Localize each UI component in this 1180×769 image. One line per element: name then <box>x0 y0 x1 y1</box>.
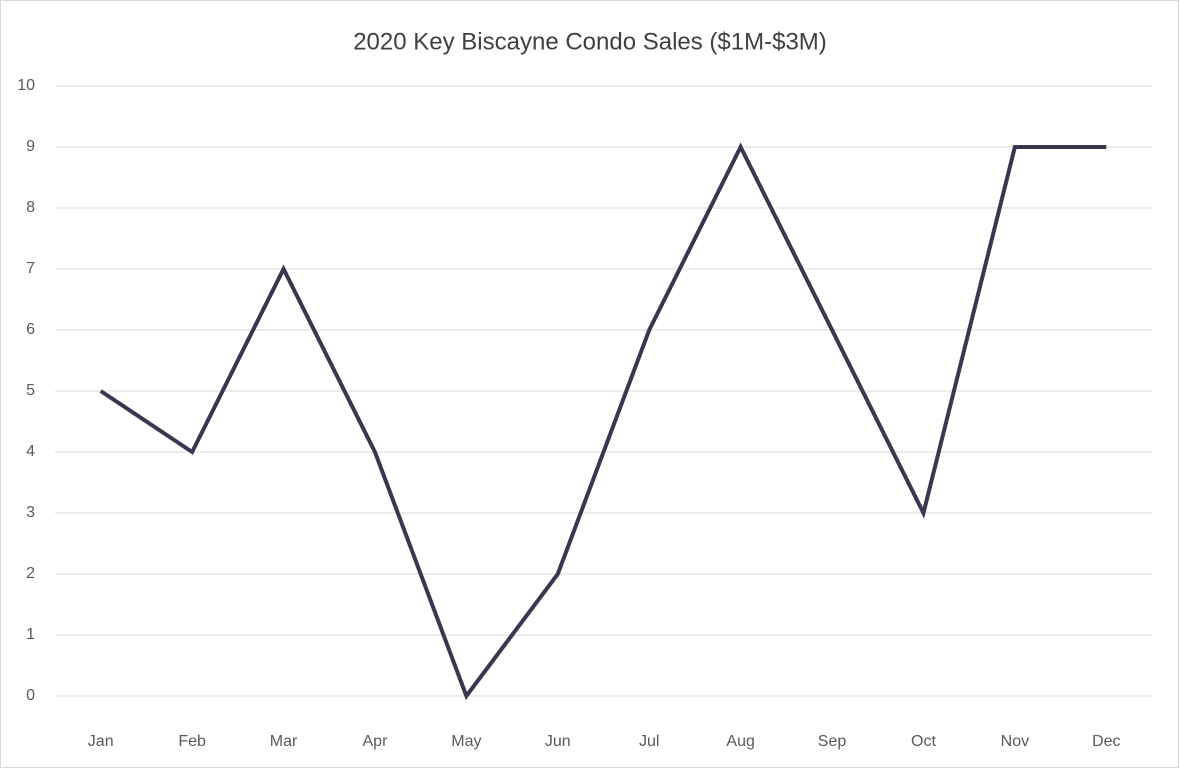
x-tick-label: Aug <box>726 733 754 750</box>
y-tick-label: 8 <box>26 199 35 216</box>
x-tick-label: Dec <box>1092 733 1120 750</box>
x-tick-label: Sep <box>818 733 847 750</box>
x-tick-label: Mar <box>270 733 298 750</box>
x-tick-label: Feb <box>178 733 206 750</box>
y-tick-label: 0 <box>26 687 35 704</box>
chart-title: 2020 Key Biscayne Condo Sales ($1M-$3M) <box>353 28 827 55</box>
x-tick-label: Jan <box>88 733 114 750</box>
y-tick-label: 5 <box>26 382 35 399</box>
y-tick-label: 9 <box>26 138 35 155</box>
x-tick-label: Apr <box>363 733 389 750</box>
y-tick-label: 6 <box>26 321 35 338</box>
x-tick-label: May <box>451 733 481 750</box>
y-tick-label: 2 <box>26 565 35 582</box>
x-tick-label: Nov <box>1001 733 1029 750</box>
x-tick-label: Jun <box>545 733 571 750</box>
y-tick-label: 10 <box>17 77 35 94</box>
data-line <box>99 142 1107 701</box>
y-tick-label: 4 <box>26 443 35 460</box>
x-tick-label: Oct <box>911 733 936 750</box>
y-tick-label: 7 <box>26 260 35 277</box>
x-tick-label: Jul <box>639 733 659 750</box>
y-tick-label: 3 <box>26 504 35 521</box>
y-tick-label: 1 <box>26 626 35 643</box>
